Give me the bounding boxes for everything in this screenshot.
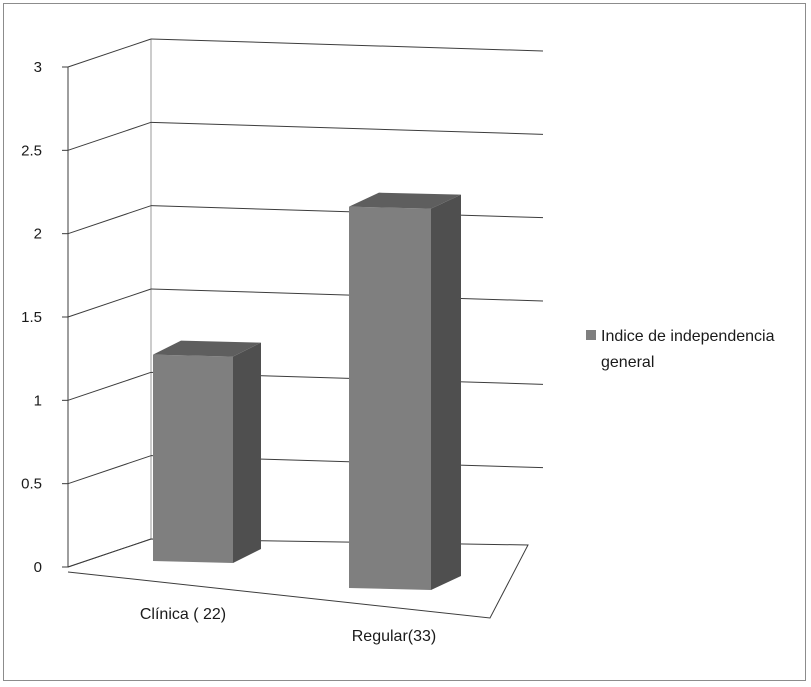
gridline-side bbox=[67, 205, 152, 235]
gridline-side bbox=[67, 455, 152, 485]
legend-label-line-1: Indice de independencia bbox=[601, 328, 775, 345]
bar-top bbox=[153, 340, 261, 357]
x-axis-labels: Clínica ( 22) Regular(33) bbox=[140, 606, 436, 645]
y-tick-label: 3 bbox=[34, 59, 42, 76]
legend-label-line-2: general bbox=[601, 354, 654, 371]
legend[interactable]: Indice de independencia general bbox=[586, 328, 775, 371]
gridline-side bbox=[67, 538, 152, 568]
gridline-side bbox=[67, 121, 152, 151]
gridline bbox=[150, 38, 544, 52]
y-tick-label: 0 bbox=[34, 559, 42, 576]
bar-side bbox=[233, 342, 261, 563]
y-axis-ticks: 0 0.5 1 1.5 2 2.5 3 bbox=[21, 59, 68, 576]
gridline bbox=[150, 121, 544, 135]
bar-top bbox=[349, 192, 461, 209]
x-axis-label: Clínica ( 22) bbox=[140, 606, 226, 623]
gridline bbox=[150, 205, 544, 219]
y-tick-label: 2.5 bbox=[21, 142, 42, 159]
gridline-side bbox=[67, 288, 152, 318]
legend-swatch bbox=[586, 330, 596, 340]
x-axis-label: Regular(33) bbox=[352, 628, 436, 645]
y-tick-label: 1.5 bbox=[21, 309, 42, 326]
bar-side bbox=[431, 194, 461, 590]
gridline-side bbox=[67, 371, 152, 401]
bar-1 bbox=[153, 340, 261, 563]
bar-2 bbox=[349, 192, 461, 590]
bar-front bbox=[349, 206, 431, 590]
y-tick-label: 2 bbox=[34, 226, 42, 243]
bars bbox=[153, 192, 461, 590]
gridline bbox=[150, 288, 544, 302]
bar-front bbox=[153, 354, 233, 563]
y-tick-label: 1 bbox=[34, 392, 42, 409]
y-tick-label: 0.5 bbox=[21, 476, 42, 493]
gridline-side bbox=[67, 38, 152, 68]
gridlines bbox=[67, 38, 544, 568]
